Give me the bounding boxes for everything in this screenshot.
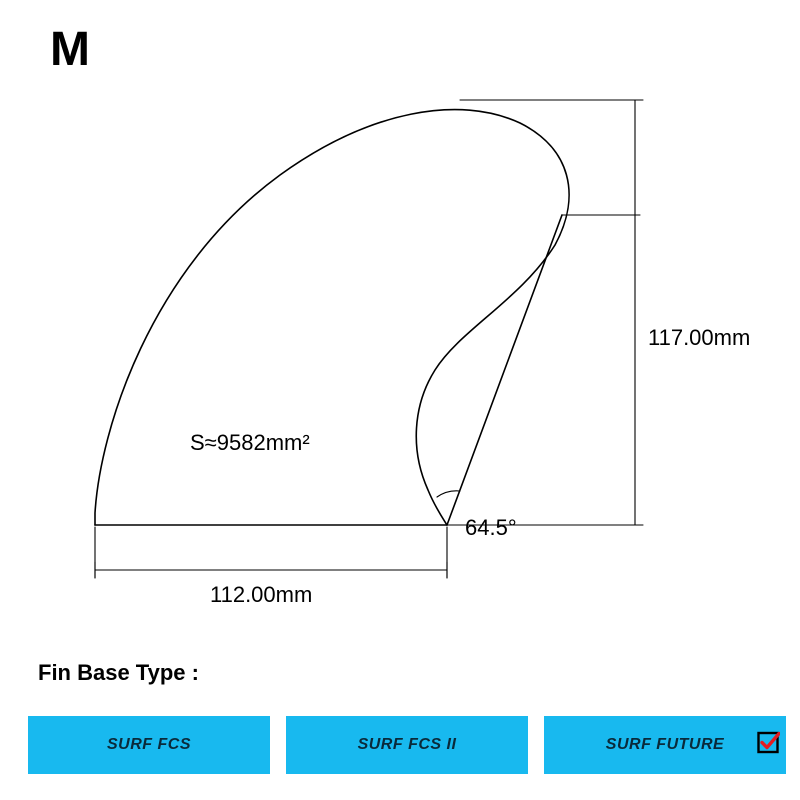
fin-base-buttons: SURF FCS SURF FCS II SURF FUTURE xyxy=(28,716,786,774)
fin-base-type-label: Fin Base Type : xyxy=(38,660,199,686)
fin-diagram xyxy=(0,0,800,620)
area-label: S≈9582mm² xyxy=(190,430,310,456)
page: M S≈9582mm² 64.5° 112.00mm 117.00mm Fin … xyxy=(0,0,800,800)
fin-base-btn-fcs2[interactable]: SURF FCS II xyxy=(286,716,528,774)
height-label: 117.00mm xyxy=(648,325,750,351)
btn-label: SURF FCS II xyxy=(358,736,457,754)
fin-base-btn-future[interactable]: SURF FUTURE xyxy=(544,716,786,774)
btn-label: SURF FUTURE xyxy=(606,736,724,754)
base-width-label: 112.00mm xyxy=(210,582,312,608)
btn-label: SURF FCS xyxy=(107,736,191,754)
fin-base-btn-fcs[interactable]: SURF FCS xyxy=(28,716,270,774)
angle-label: 64.5° xyxy=(465,515,517,541)
checkmark-icon xyxy=(756,731,780,760)
